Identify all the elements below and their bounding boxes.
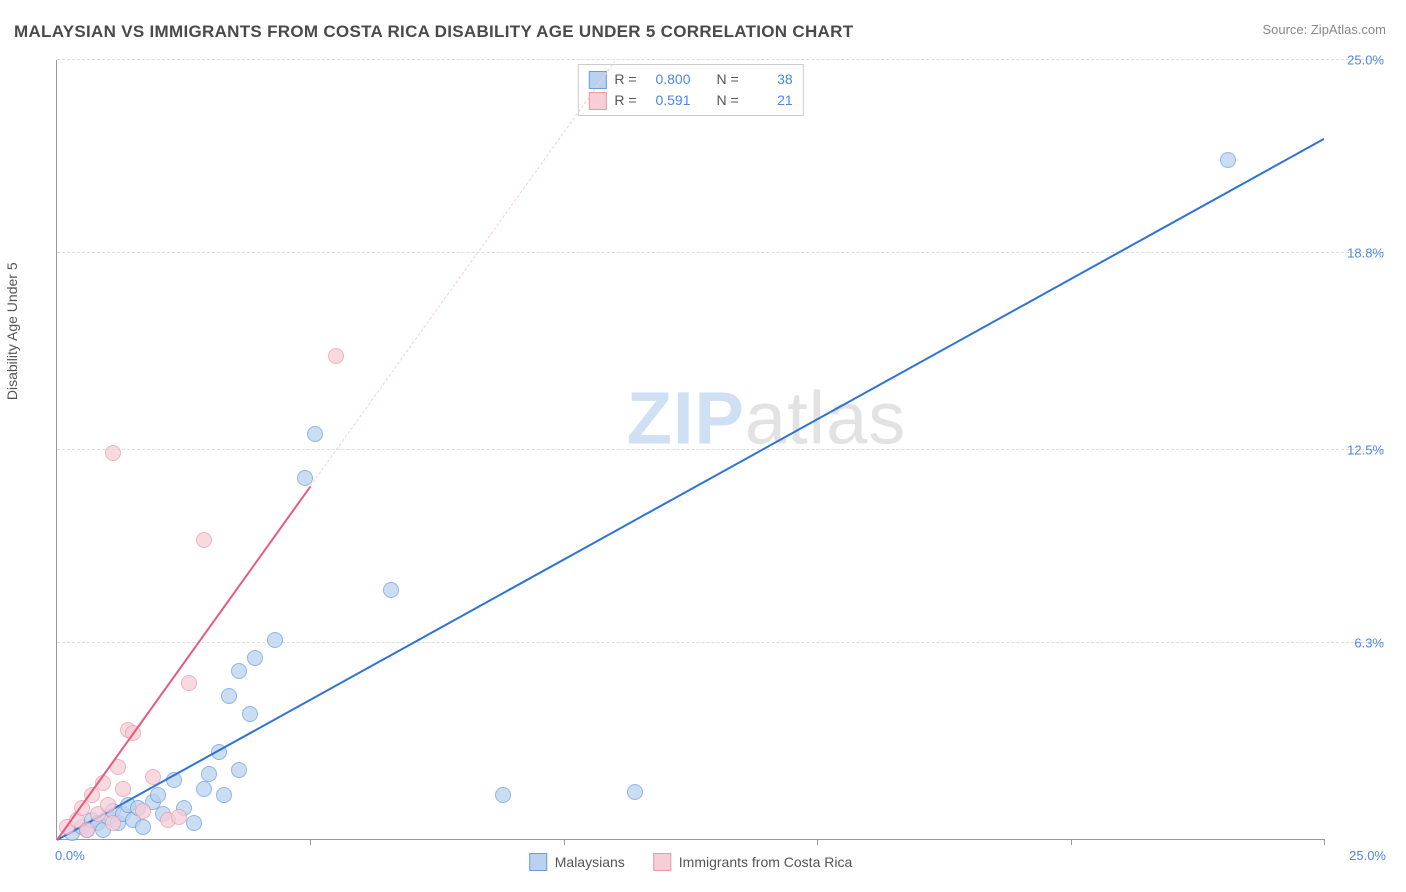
data-point <box>135 819 151 835</box>
legend-item: Immigrants from Costa Rica <box>653 853 852 871</box>
trend-line <box>56 486 311 841</box>
legend-label: Immigrants from Costa Rica <box>679 854 852 870</box>
x-tick <box>1324 839 1325 845</box>
gridline <box>57 252 1384 253</box>
data-point <box>196 532 212 548</box>
legend-item: Malaysians <box>529 853 625 871</box>
data-point <box>105 445 121 461</box>
data-point <box>100 797 116 813</box>
n-label: N = <box>717 69 739 90</box>
watermark-part1: ZIP <box>627 377 745 460</box>
gridline <box>57 642 1384 643</box>
data-point <box>242 706 258 722</box>
chart-container: Disability Age Under 5 ZIPatlas R =0.800… <box>10 56 1396 882</box>
x-tick <box>310 839 311 845</box>
r-value: 0.591 <box>645 90 691 111</box>
data-point <box>145 769 161 785</box>
data-point <box>1220 152 1236 168</box>
n-label: N = <box>717 90 739 111</box>
r-label: R = <box>614 90 636 111</box>
data-point <box>171 809 187 825</box>
source-prefix: Source: <box>1262 22 1310 37</box>
trend-line <box>310 60 616 486</box>
data-point <box>247 650 263 666</box>
data-point <box>196 781 212 797</box>
data-point <box>201 766 217 782</box>
data-point <box>150 787 166 803</box>
y-tick-label: 25.0% <box>1347 53 1384 68</box>
r-value: 0.800 <box>645 69 691 90</box>
trend-line <box>57 138 1325 841</box>
data-point <box>328 348 344 364</box>
n-value: 21 <box>747 90 793 111</box>
n-value: 38 <box>747 69 793 90</box>
data-point <box>216 787 232 803</box>
data-point <box>115 781 131 797</box>
data-point <box>495 787 511 803</box>
data-point <box>231 762 247 778</box>
x-tick <box>564 839 565 845</box>
origin-label: 0.0% <box>55 848 85 863</box>
bottom-legend: Malaysians Immigrants from Costa Rica <box>529 853 853 871</box>
y-tick-label: 6.3% <box>1354 635 1384 650</box>
source-link[interactable]: ZipAtlas.com <box>1311 22 1386 37</box>
gridline <box>57 449 1384 450</box>
y-tick-label: 12.5% <box>1347 442 1384 457</box>
data-point <box>181 675 197 691</box>
source-attribution: Source: ZipAtlas.com <box>1262 22 1386 37</box>
data-point <box>221 688 237 704</box>
data-point <box>267 632 283 648</box>
chart-title: MALAYSIAN VS IMMIGRANTS FROM COSTA RICA … <box>14 22 853 42</box>
correlation-stats-box: R = 0.800 N = 38 R = 0.591 N = 21 <box>577 64 803 116</box>
data-point <box>79 822 95 838</box>
x-max-label: 25.0% <box>1349 848 1386 863</box>
gridline <box>57 59 1384 60</box>
stat-row: R = 0.591 N = 21 <box>588 90 792 111</box>
data-point <box>383 582 399 598</box>
legend-label: Malaysians <box>555 854 625 870</box>
watermark-part2: atlas <box>745 377 906 460</box>
y-tick-label: 18.8% <box>1347 246 1384 261</box>
legend-swatch <box>529 853 547 871</box>
data-point <box>105 815 121 831</box>
x-tick <box>817 839 818 845</box>
data-point <box>186 815 202 831</box>
stat-row: R = 0.800 N = 38 <box>588 69 792 90</box>
r-label: R = <box>614 69 636 90</box>
y-axis-label: Disability Age Under 5 <box>4 262 20 400</box>
legend-swatch <box>653 853 671 871</box>
data-point <box>135 803 151 819</box>
x-tick <box>1071 839 1072 845</box>
data-point <box>231 663 247 679</box>
data-point <box>627 784 643 800</box>
data-point <box>307 426 323 442</box>
plot-area: ZIPatlas R =0.800N =38R =0.591N =21 0.0%… <box>56 60 1324 840</box>
